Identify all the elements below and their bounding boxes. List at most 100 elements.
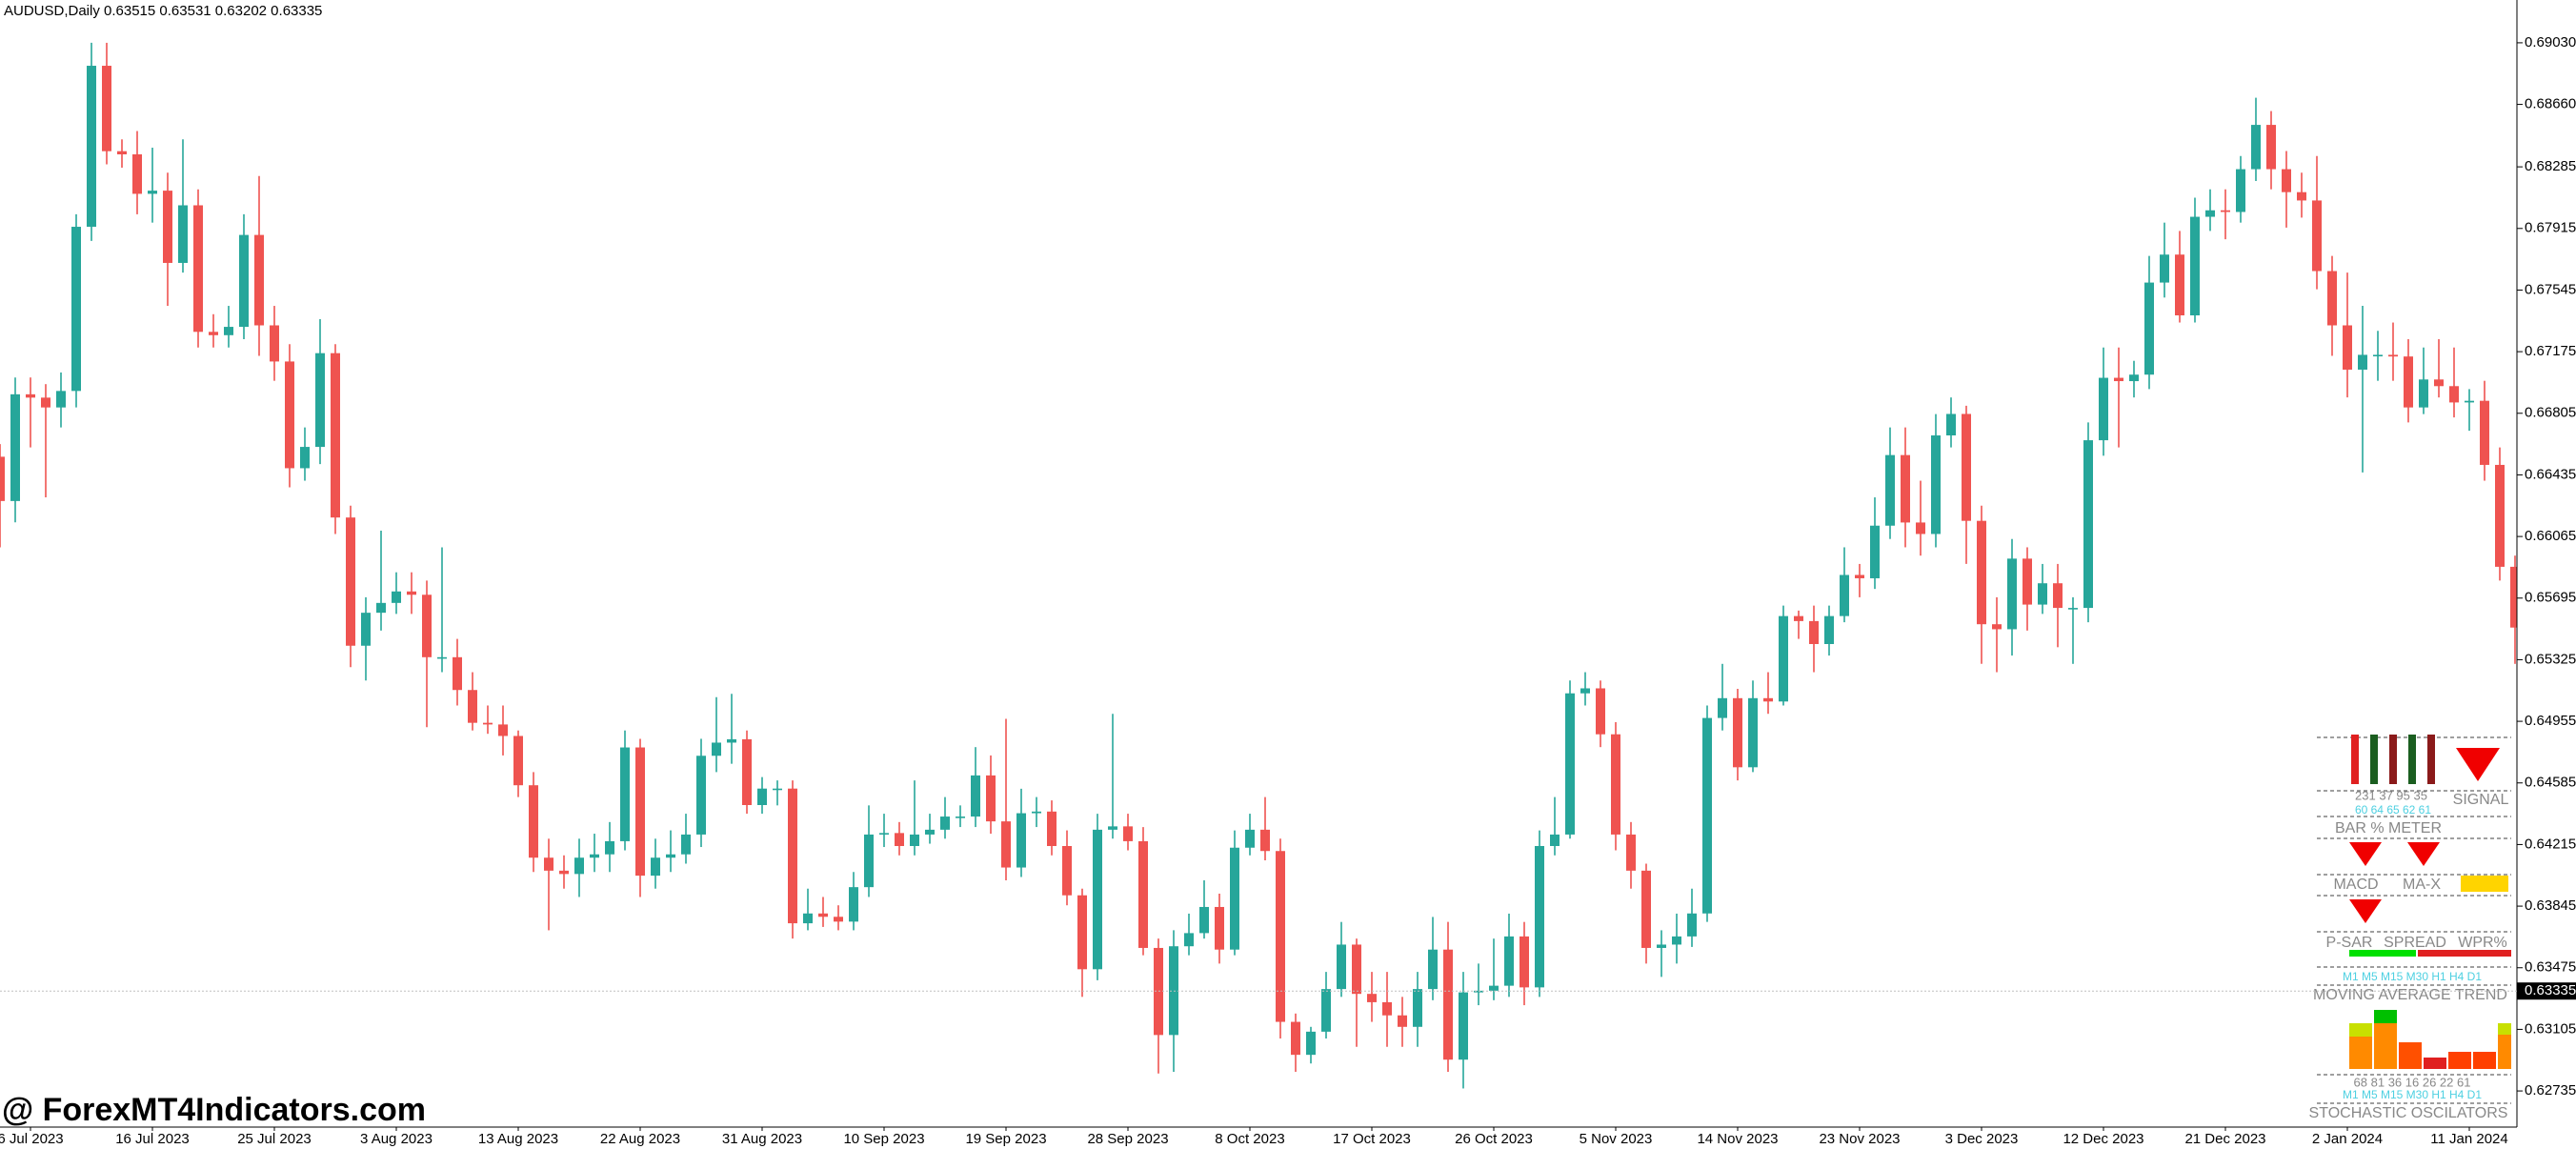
candle-body	[2358, 354, 2367, 370]
y-tick-label: 0.63105	[2525, 1020, 2576, 1037]
x-tick-label: 6 Jul 2023	[0, 1131, 64, 1147]
candle-body	[1901, 454, 1910, 523]
watermark: @ ForexMT4Indicators.com	[2, 1092, 426, 1128]
y-tick-label: 0.67545	[2525, 281, 2576, 297]
candle-body	[712, 742, 721, 756]
candle-body	[651, 857, 660, 877]
candle-body	[2160, 254, 2169, 283]
candle-body	[2449, 386, 2459, 403]
candle-body	[1215, 906, 1224, 950]
candle-body	[1748, 697, 1758, 768]
candle-body	[910, 834, 919, 846]
candle-body	[681, 834, 691, 855]
candle-body	[453, 656, 462, 691]
stoch-bar	[2498, 1023, 2511, 1035]
candle-body	[2297, 192, 2306, 201]
candle-body	[2434, 379, 2444, 387]
candle-body	[1306, 1031, 1316, 1056]
candle-body	[315, 353, 325, 448]
candle-body	[2129, 374, 2139, 382]
candle-body	[1870, 525, 1880, 578]
spread-label: SPREAD	[2384, 935, 2446, 951]
x-tick-label: 16 Jul 2023	[115, 1131, 190, 1147]
bar-values: 231 37 95 35	[2355, 788, 2427, 802]
x-tick-label: 19 Sep 2023	[965, 1131, 1046, 1147]
stoch-bar	[2349, 1023, 2372, 1037]
x-tick-label: 17 Oct 2023	[1333, 1131, 1411, 1147]
candle-body	[2282, 169, 2291, 192]
y-tick-label: 0.65695	[2525, 590, 2576, 606]
x-tick-label: 23 Nov 2023	[1819, 1131, 1900, 1147]
candle-body	[346, 517, 355, 646]
x-tick-label: 2 Jan 2024	[2312, 1131, 2383, 1147]
stoch-bar	[2424, 1058, 2446, 1069]
macd-label: MACD	[2333, 877, 2378, 893]
spread-bar	[2349, 950, 2416, 957]
candle-body	[513, 736, 523, 786]
bar-meter-bar	[2351, 735, 2359, 784]
x-tick-label: 13 Aug 2023	[478, 1131, 558, 1147]
chart-title: AUDUSD,Daily 0.63515 0.63531 0.63202 0.6…	[4, 3, 322, 19]
candle-body	[224, 327, 233, 335]
candle-body	[1245, 829, 1255, 848]
candle-body	[605, 840, 614, 855]
y-tick-label: 0.67175	[2525, 343, 2576, 359]
stoch-values: 68 81 36 16 26 22 61	[2354, 1075, 2471, 1089]
candle-body	[1931, 435, 1941, 534]
candle-body	[666, 854, 675, 858]
candle-body	[590, 854, 599, 858]
candle-body	[1474, 990, 1483, 993]
candle-body	[26, 393, 35, 398]
candle-body	[2205, 210, 2215, 217]
candle-body	[1093, 829, 1102, 970]
candle-body	[1321, 989, 1331, 1032]
candle-body	[2404, 356, 2413, 408]
y-tick-label: 0.69030	[2525, 34, 2576, 50]
candle-body	[2327, 271, 2337, 326]
x-tick-label: 3 Dec 2023	[1945, 1131, 2019, 1147]
x-tick-label: 5 Nov 2023	[1580, 1131, 1653, 1147]
macd-arrow	[2349, 842, 2382, 866]
candle-body	[2495, 464, 2505, 567]
candle-body	[1504, 936, 1514, 986]
stoch-bar	[2399, 1042, 2422, 1069]
candle-body	[1580, 688, 1590, 694]
candle-body	[1962, 413, 1971, 521]
candle-body	[1702, 717, 1712, 914]
candle-body	[1992, 624, 2002, 630]
candle-body	[2343, 325, 2352, 370]
candle-body	[788, 788, 797, 924]
candle-body	[2221, 210, 2230, 212]
x-tick-label: 21 Dec 2023	[2184, 1131, 2265, 1147]
candle-body	[1550, 834, 1560, 846]
x-tick-label: 22 Aug 2023	[600, 1131, 680, 1147]
x-tick-label: 26 Oct 2023	[1455, 1131, 1533, 1147]
candle-body	[376, 602, 386, 614]
candle-body	[209, 332, 218, 335]
candle-body	[163, 191, 172, 263]
x-tick-label: 28 Sep 2023	[1087, 1131, 1168, 1147]
candle-body	[1885, 454, 1895, 526]
candle-body	[971, 775, 980, 817]
candle-body	[2388, 354, 2398, 357]
psar-label: P-SAR	[2326, 935, 2373, 951]
candle-body	[1641, 870, 1651, 948]
timeframes: M1 M5 M15 M30 H1 H4 D1	[2343, 1088, 2482, 1101]
candle-body	[10, 393, 20, 501]
ma-x-bar	[2461, 876, 2508, 892]
candle-body	[1672, 936, 1681, 945]
candle-body	[1794, 615, 1803, 621]
bar-meter-label: BAR % METER	[2335, 820, 2442, 837]
candle-body	[1840, 574, 1849, 616]
candle-body	[1763, 697, 1773, 702]
y-tick-label: 0.66435	[2525, 466, 2576, 482]
candle-body	[1611, 734, 1620, 835]
candle-body	[361, 613, 371, 646]
candle-body	[1382, 1001, 1392, 1016]
candle-body	[437, 656, 447, 659]
candle-body	[2251, 125, 2261, 170]
x-tick-label: 25 Jul 2023	[237, 1131, 312, 1147]
candle-body	[1108, 826, 1117, 830]
candle-body	[1733, 697, 1742, 768]
plot-area	[0, 42, 2517, 1089]
